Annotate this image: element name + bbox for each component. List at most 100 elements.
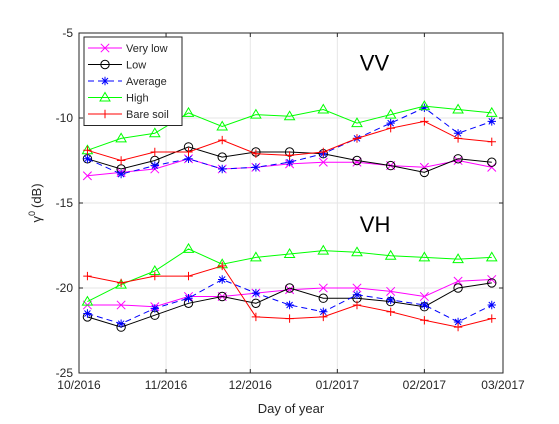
y-tick-label: -5 bbox=[62, 26, 73, 40]
data-point-very-low bbox=[352, 283, 362, 293]
data-point-very-low bbox=[285, 285, 295, 295]
data-point-average bbox=[218, 275, 227, 284]
data-point-high bbox=[250, 251, 262, 262]
legend-marker-low bbox=[100, 59, 110, 70]
data-point-average bbox=[487, 300, 496, 310]
data-point-average bbox=[386, 118, 395, 128]
legend-entry-very-low: Very low bbox=[88, 43, 168, 55]
data-point-low bbox=[318, 293, 328, 303]
data-point-average bbox=[83, 154, 92, 163]
data-point-very-low bbox=[318, 157, 328, 167]
data-point-bare-soil bbox=[83, 146, 92, 155]
legend-marker-average bbox=[100, 76, 110, 86]
data-point-average bbox=[453, 129, 463, 138]
legend-entry-average: Average bbox=[88, 76, 167, 88]
x-tick-label: 03/2017 bbox=[481, 378, 525, 392]
data-point-average bbox=[420, 103, 429, 112]
data-point-bare-soil bbox=[218, 135, 227, 145]
legend-label-low: Low bbox=[126, 60, 146, 72]
data-point-bare-soil bbox=[116, 156, 126, 165]
data-point-high bbox=[216, 120, 229, 131]
data-point-average bbox=[251, 163, 261, 172]
series-high bbox=[81, 242, 498, 306]
x-tick-label: 02/2017 bbox=[403, 378, 447, 392]
data-point-high bbox=[115, 278, 127, 289]
data-point-high bbox=[283, 110, 296, 121]
data-point-high bbox=[317, 244, 330, 255]
legend-entry-low: Low bbox=[88, 60, 146, 72]
data-point-bare-soil bbox=[420, 117, 429, 126]
legend-label-bare-soil: Bare soil bbox=[126, 109, 169, 121]
data-point-low bbox=[284, 283, 295, 293]
y-tick-label: -15 bbox=[56, 196, 74, 210]
data-point-low bbox=[385, 160, 396, 171]
data-point-low bbox=[487, 157, 497, 167]
data-point-high bbox=[384, 249, 397, 260]
data-point-bare-soil bbox=[487, 314, 496, 323]
data-point-bare-soil bbox=[251, 149, 261, 158]
data-point-average bbox=[319, 307, 328, 316]
data-point-bare-soil bbox=[251, 312, 261, 322]
data-point-low bbox=[453, 154, 463, 164]
y-axis-label: γ0 (dB) bbox=[27, 183, 44, 222]
data-point-average bbox=[83, 309, 92, 318]
data-point-high bbox=[182, 106, 195, 117]
data-point-very-low bbox=[352, 157, 362, 167]
legend-marker-very-low bbox=[100, 43, 110, 53]
data-point-high bbox=[418, 100, 431, 111]
data-point-low bbox=[217, 291, 227, 302]
x-tick-label: 10/2016 bbox=[57, 378, 101, 392]
series-line-high bbox=[87, 105, 492, 151]
data-point-low bbox=[419, 167, 430, 178]
data-point-bare-soil bbox=[352, 300, 362, 310]
data-point-bare-soil bbox=[116, 278, 126, 288]
data-point-very-low bbox=[116, 300, 126, 310]
data-point-bare-soil bbox=[352, 134, 362, 143]
data-point-bare-soil bbox=[453, 134, 463, 143]
data-point-high bbox=[384, 108, 397, 119]
data-point-high bbox=[351, 117, 363, 128]
data-point-very-low bbox=[453, 276, 463, 286]
data-point-high bbox=[250, 108, 262, 119]
data-point-low bbox=[217, 152, 227, 162]
data-point-average bbox=[116, 169, 126, 179]
data-point-low bbox=[487, 278, 497, 288]
x-tick-label: 11/2016 bbox=[145, 378, 188, 392]
data-point-very-low bbox=[487, 162, 497, 172]
series-line-high bbox=[87, 248, 492, 303]
data-point-bare-soil bbox=[285, 314, 294, 323]
series-bare-soil bbox=[83, 117, 496, 165]
data-point-bare-soil bbox=[83, 271, 92, 281]
data-point-average bbox=[116, 319, 126, 328]
legend-entry-high: High bbox=[88, 91, 149, 105]
data-point-bare-soil bbox=[319, 147, 328, 157]
data-point-average bbox=[352, 290, 362, 299]
axis-ticks: 10/2016 11/2016 12/2016 01/2017 02/2017 03/20… bbox=[56, 26, 525, 392]
data-point-bare-soil bbox=[319, 312, 328, 322]
data-point-average bbox=[420, 300, 429, 310]
data-point-bare-soil bbox=[150, 147, 160, 157]
legend-marker-bare-soil bbox=[100, 109, 110, 119]
data-point-bare-soil bbox=[150, 271, 160, 281]
data-point-high bbox=[182, 242, 195, 253]
y-axis-label-superscript: 0 bbox=[27, 211, 37, 216]
plot-series bbox=[81, 100, 498, 332]
y-axis-label-unit: (dB) bbox=[29, 183, 44, 208]
data-point-high bbox=[351, 246, 363, 257]
data-point-average bbox=[453, 317, 463, 327]
series-average bbox=[83, 275, 496, 328]
x-tick-label: 12/2016 bbox=[229, 378, 273, 392]
data-point-high bbox=[452, 253, 464, 264]
data-point-bare-soil bbox=[386, 124, 395, 133]
data-point-average bbox=[184, 294, 193, 303]
legend-label-average: Average bbox=[126, 76, 167, 88]
panel-annotations: VV VH bbox=[360, 50, 391, 236]
legend-entry-bare-soil: Bare soil bbox=[88, 109, 169, 121]
data-point-average bbox=[386, 295, 395, 305]
data-point-high bbox=[485, 251, 498, 262]
data-point-very-low bbox=[453, 155, 463, 166]
data-point-high bbox=[81, 295, 94, 306]
y-tick-label: -10 bbox=[56, 111, 74, 125]
y-tick-label: -25 bbox=[56, 366, 74, 380]
